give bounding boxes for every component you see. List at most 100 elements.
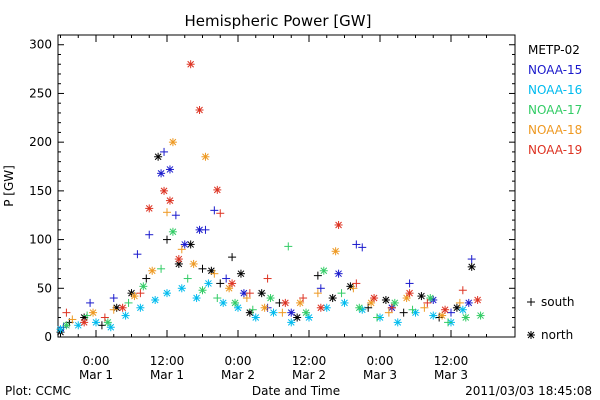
y-tick-label: 150 bbox=[29, 184, 52, 198]
data-point-noaa-19 bbox=[263, 274, 272, 283]
x-tick-date-label: Mar 1 bbox=[79, 368, 113, 382]
data-point-noaa-16 bbox=[251, 313, 260, 322]
data-point-metp-02 bbox=[328, 294, 337, 303]
data-point-noaa-16 bbox=[340, 298, 349, 307]
data-point-noaa-18 bbox=[130, 292, 139, 301]
data-point-noaa-18 bbox=[89, 308, 98, 317]
data-point-noaa-19 bbox=[352, 279, 361, 288]
data-point-metp-02 bbox=[293, 313, 302, 322]
marker-legend: south north bbox=[527, 295, 575, 342]
marker-legend-south: south bbox=[527, 295, 575, 309]
data-point-metp-02 bbox=[381, 295, 390, 304]
data-point-noaa-18 bbox=[455, 298, 464, 307]
legend-item-noaa-18: NOAA-18 bbox=[528, 123, 582, 137]
data-point-noaa-15 bbox=[145, 230, 154, 239]
data-point-noaa-18 bbox=[177, 245, 186, 254]
data-point-noaa-17 bbox=[198, 286, 207, 295]
data-point-noaa-19 bbox=[160, 186, 169, 195]
y-tick-label: 100 bbox=[29, 233, 52, 247]
plus-marker-icon bbox=[527, 298, 535, 306]
data-point-noaa-15 bbox=[210, 206, 219, 215]
data-point-metp-02 bbox=[142, 274, 151, 283]
data-point-noaa-17 bbox=[139, 282, 148, 291]
data-point-noaa-18 bbox=[148, 266, 157, 275]
data-point-noaa-16 bbox=[56, 325, 65, 334]
data-point-noaa-19 bbox=[80, 318, 89, 327]
legend-item-noaa-17: NOAA-17 bbox=[528, 103, 582, 117]
data-point-noaa-19 bbox=[245, 289, 254, 298]
data-point-noaa-18 bbox=[109, 305, 118, 314]
x-tick-date-label: Mar 3 bbox=[434, 368, 468, 382]
y-tick-label: 250 bbox=[29, 86, 52, 100]
data-point-noaa-17 bbox=[373, 313, 382, 322]
data-point-noaa-17 bbox=[408, 305, 417, 314]
x-tick-date-label: Mar 2 bbox=[292, 368, 326, 382]
data-point-noaa-15 bbox=[109, 294, 118, 303]
x-tick-time-label: 0:00 bbox=[83, 354, 110, 368]
chart-title: Hemispheric Power [GW] bbox=[185, 12, 372, 30]
data-point-noaa-17 bbox=[302, 308, 311, 317]
data-point-noaa-19 bbox=[62, 308, 71, 317]
data-point-metp-02 bbox=[228, 253, 237, 262]
data-point-noaa-19 bbox=[118, 303, 127, 312]
plot-source: Plot: CCMC bbox=[5, 384, 71, 398]
data-point-noaa-17 bbox=[426, 294, 435, 303]
data-point-noaa-15 bbox=[358, 243, 367, 252]
data-point-noaa-18 bbox=[331, 247, 340, 256]
legend-item-noaa-15: NOAA-15 bbox=[528, 63, 582, 77]
data-point-noaa-17 bbox=[444, 318, 453, 327]
x-axis-label: Date and Time bbox=[252, 384, 340, 398]
data-point-noaa-16 bbox=[121, 311, 130, 320]
data-point-noaa-19 bbox=[136, 289, 145, 298]
data-point-noaa-18 bbox=[163, 208, 171, 217]
data-point-noaa-19 bbox=[316, 303, 325, 312]
data-point-noaa-17 bbox=[319, 266, 328, 275]
data-point-noaa-19 bbox=[423, 298, 432, 307]
legend-item-noaa-16: NOAA-16 bbox=[528, 83, 582, 97]
plot-frame bbox=[57, 34, 516, 338]
data-point-noaa-16 bbox=[287, 318, 296, 327]
data-point-noaa-19 bbox=[213, 185, 222, 194]
y-tick-label: 200 bbox=[29, 135, 52, 149]
data-point-noaa-17 bbox=[62, 321, 71, 330]
data-point-noaa-19 bbox=[387, 303, 396, 312]
x-tick-time-label: 12:00 bbox=[434, 354, 469, 368]
data-point-noaa-15 bbox=[201, 225, 210, 234]
y-tick-label: 50 bbox=[37, 281, 52, 295]
data-point-noaa-18 bbox=[313, 289, 322, 298]
data-point-noaa-17 bbox=[124, 298, 133, 307]
data-point-noaa-18 bbox=[349, 284, 358, 293]
data-point-noaa-16 bbox=[305, 313, 313, 322]
data-point-noaa-18 bbox=[278, 308, 287, 317]
data-point-noaa-15 bbox=[287, 308, 296, 317]
data-point-noaa-18 bbox=[296, 298, 305, 307]
data-point-noaa-19 bbox=[195, 106, 204, 115]
data-point-noaa-17 bbox=[157, 264, 166, 273]
data-point-noaa-17 bbox=[355, 303, 364, 312]
x-tick-date-label: Mar 2 bbox=[221, 368, 255, 382]
data-point-noaa-17 bbox=[476, 311, 485, 320]
data-point-noaa-16 bbox=[92, 318, 100, 327]
data-point-metp-02 bbox=[364, 303, 373, 312]
data-point-noaa-19 bbox=[281, 298, 290, 307]
data-point-noaa-15 bbox=[180, 240, 189, 249]
data-point-noaa-16 bbox=[393, 318, 402, 327]
data-point-metp-02 bbox=[216, 279, 225, 288]
data-point-noaa-18 bbox=[367, 298, 376, 307]
data-point-noaa-19 bbox=[165, 196, 174, 205]
data-point-noaa-17 bbox=[337, 289, 346, 298]
data-point-noaa-16 bbox=[234, 303, 242, 312]
star-marker-icon bbox=[527, 331, 535, 339]
data-point-noaa-17 bbox=[83, 311, 92, 320]
x-tick-time-label: 0:00 bbox=[225, 354, 252, 368]
data-point-noaa-19 bbox=[441, 305, 450, 314]
data-point-noaa-15 bbox=[86, 298, 95, 307]
marker-legend-label: south bbox=[541, 295, 575, 309]
data-point-noaa-15 bbox=[405, 279, 414, 288]
data-point-noaa-19 bbox=[216, 209, 225, 218]
data-point-noaa-16 bbox=[74, 321, 83, 330]
data-point-noaa-17 bbox=[168, 227, 177, 236]
data-point-noaa-16 bbox=[177, 284, 186, 293]
data-point-noaa-19 bbox=[370, 294, 379, 303]
data-point-noaa-15 bbox=[157, 169, 166, 178]
